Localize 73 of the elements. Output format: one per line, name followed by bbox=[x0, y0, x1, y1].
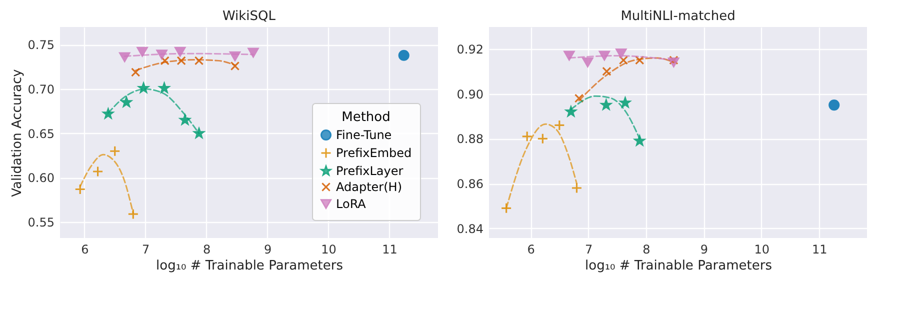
point bbox=[102, 108, 114, 119]
point bbox=[522, 130, 533, 142]
point bbox=[136, 46, 148, 57]
point bbox=[160, 56, 170, 66]
x-tick-label: 11 bbox=[382, 242, 398, 256]
point bbox=[158, 82, 170, 93]
point bbox=[564, 50, 575, 61]
y-tick-label: 0.70 bbox=[28, 82, 54, 97]
y-tick-label: 0.90 bbox=[456, 87, 484, 102]
chart-title: WikiSQL bbox=[222, 9, 276, 24]
point bbox=[398, 50, 410, 61]
y-tick-label: 0.88 bbox=[456, 132, 484, 146]
point bbox=[156, 50, 168, 60]
legend-label: PrefixLayer bbox=[336, 164, 404, 178]
y-tick-label: 0.86 bbox=[456, 177, 484, 192]
point bbox=[121, 96, 132, 107]
chart-title: MultiNLI-matched bbox=[620, 9, 736, 24]
point bbox=[620, 97, 631, 108]
x-tick-label: 10 bbox=[754, 242, 770, 256]
x-tick-label: 9 bbox=[264, 242, 272, 256]
x-tick-label: 10 bbox=[321, 242, 336, 256]
point bbox=[571, 182, 582, 194]
y-tick-label: 0.84 bbox=[456, 222, 484, 236]
legend-label: PrefixEmbed bbox=[336, 146, 412, 160]
point bbox=[828, 100, 840, 111]
point bbox=[128, 208, 139, 220]
point bbox=[248, 48, 259, 58]
point bbox=[554, 120, 565, 131]
point bbox=[194, 128, 204, 138]
x-tick-label: 8 bbox=[642, 242, 650, 256]
legend-label: LoRA bbox=[336, 197, 367, 211]
x-axis-title: log₁₀ # Trainable Parameters bbox=[585, 258, 772, 274]
point bbox=[131, 68, 140, 77]
point bbox=[176, 56, 186, 66]
point bbox=[194, 56, 204, 66]
point bbox=[138, 82, 149, 93]
point bbox=[582, 58, 594, 68]
point bbox=[634, 135, 645, 146]
point bbox=[537, 133, 548, 144]
point bbox=[602, 66, 612, 76]
x-tick-label: 11 bbox=[812, 242, 828, 256]
point bbox=[635, 56, 644, 65]
point bbox=[74, 184, 86, 195]
line-series bbox=[506, 123, 578, 209]
point bbox=[174, 46, 186, 57]
x-tick-label: 7 bbox=[584, 242, 593, 256]
point bbox=[574, 94, 584, 103]
point bbox=[230, 61, 240, 71]
y-tick-label: 0.92 bbox=[456, 42, 484, 56]
x-tick-label: 6 bbox=[81, 242, 89, 256]
legend-label: Adapter(H) bbox=[336, 180, 402, 194]
legend-label: Fine-Tune bbox=[336, 128, 392, 142]
x-tick-label: 9 bbox=[700, 242, 708, 256]
x-tick-label: 6 bbox=[527, 242, 535, 256]
point bbox=[600, 99, 612, 110]
point bbox=[500, 202, 512, 214]
y-axis-title: Validation Accuracy bbox=[10, 68, 25, 197]
x-tick-label: 8 bbox=[203, 242, 211, 256]
point bbox=[618, 56, 628, 65]
point bbox=[92, 166, 104, 178]
y-tick-label: 0.55 bbox=[28, 216, 54, 230]
point bbox=[598, 50, 610, 61]
y-tick-label: 0.60 bbox=[28, 171, 54, 186]
y-tick-label: 0.75 bbox=[28, 38, 54, 52]
y-tick-label: 0.65 bbox=[28, 126, 54, 141]
point bbox=[180, 114, 190, 125]
point bbox=[119, 52, 130, 62]
x-tick-label: 7 bbox=[142, 242, 150, 256]
point bbox=[566, 106, 576, 116]
point bbox=[616, 48, 627, 58]
point bbox=[109, 146, 120, 157]
legend-title: Method bbox=[342, 110, 390, 125]
x-axis-title: log₁₀ # Trainable Parameters bbox=[156, 258, 344, 274]
